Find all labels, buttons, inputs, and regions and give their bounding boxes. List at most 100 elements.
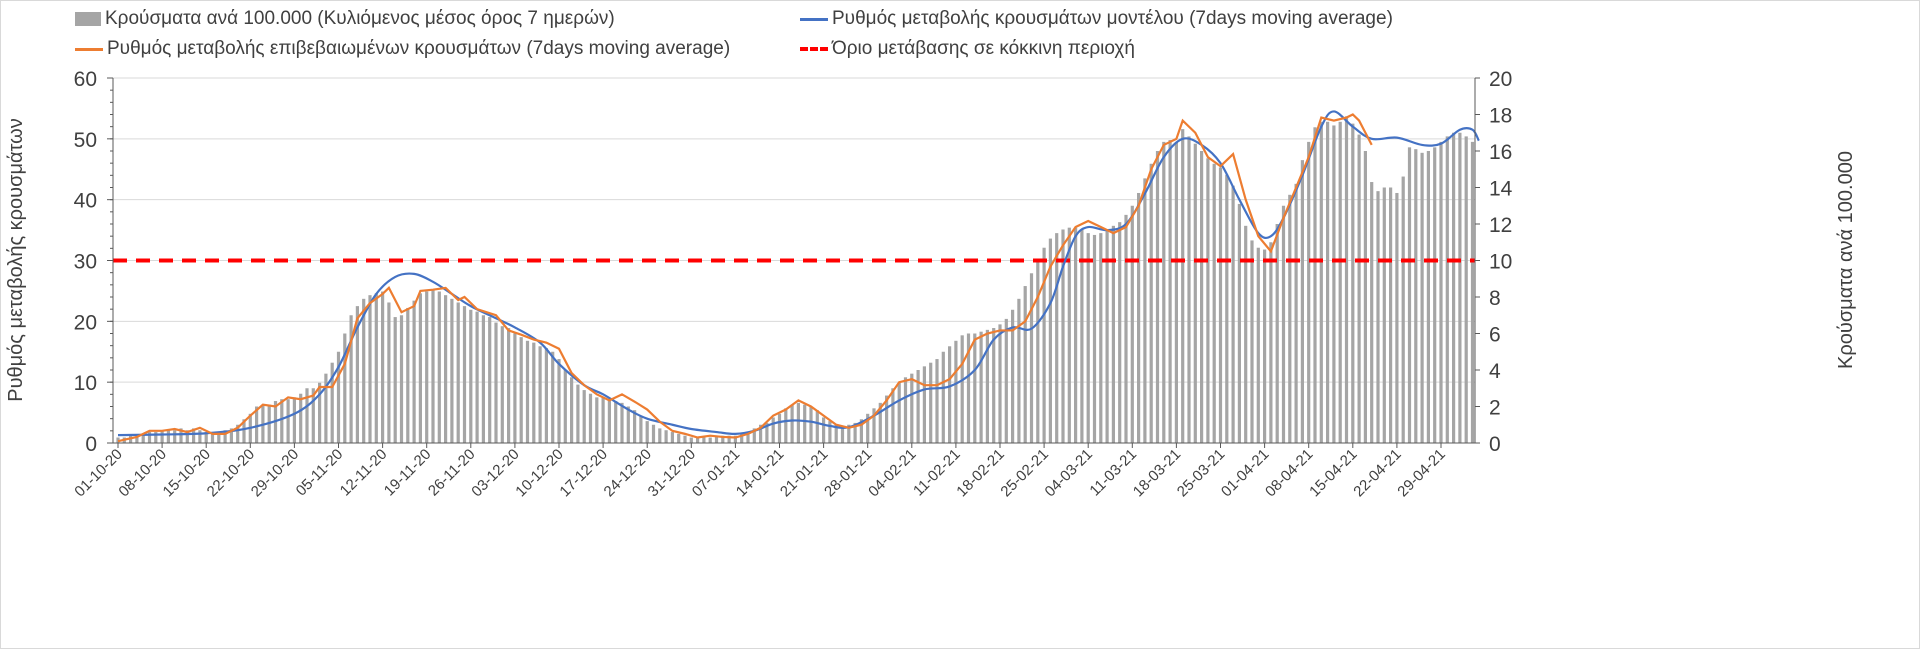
bar [160,430,164,443]
bar [318,382,322,443]
bar [595,397,599,443]
bar [399,315,404,443]
bar [859,419,863,443]
bar [1168,140,1172,444]
y-right-tick-label: 6 [1489,324,1501,347]
bar [1319,121,1323,444]
bar [305,388,309,443]
bar [1231,185,1235,444]
x-tick-label: 25-03-21 [1174,446,1228,500]
x-tick-label: 25-02-21 [997,446,1051,500]
bar [733,435,737,443]
y-right-tick-label: 16 [1489,141,1512,164]
bar [941,351,945,443]
bar [1300,160,1304,443]
legend-threshold-label: Όριο μετάβασης σε κόκκινη περιοχή [832,38,1135,59]
bar [1470,141,1475,443]
bar [349,315,353,443]
x-tick-label: 07-01-21 [689,446,743,500]
bar [173,430,177,443]
legend-model-swatch [800,17,828,21]
bar [1256,247,1260,443]
bar [525,340,530,443]
bar [1445,136,1449,443]
x-tick-label: 28-01-21 [821,446,875,500]
bar [746,432,750,443]
bar [1389,187,1393,443]
y-right-tick-label: 0 [1489,433,1501,456]
bar [1017,298,1021,443]
bar [368,295,372,443]
bar [910,373,914,443]
bar [620,402,624,443]
bar [1281,205,1286,443]
bar [494,322,498,443]
bar [362,298,366,443]
bar [242,419,246,443]
x-tick-label: 04-02-21 [865,446,919,500]
bar [815,410,819,443]
bar [771,417,775,443]
y-right-tick-label: 18 [1489,105,1512,128]
bar [204,432,208,443]
bar [633,410,637,443]
x-tick-label: 08-10-20 [115,446,169,500]
bar [828,421,832,443]
y-left-tick-label: 20 [74,311,97,334]
bar [217,432,221,443]
bar [1074,227,1078,443]
x-tick-label: 18-03-21 [1130,446,1184,500]
bar [1407,147,1412,443]
bar [147,432,152,443]
x-tick-label: 29-10-20 [248,446,302,500]
bar [1212,163,1216,443]
bar [985,329,989,443]
bar [784,408,788,443]
bar [469,309,473,443]
x-tick-label: 17-12-20 [556,446,610,500]
bar [714,435,719,443]
bar [223,430,227,443]
bar [809,406,813,443]
bar [973,333,977,443]
bar [1023,286,1027,443]
x-tick-label: 05-11-20 [293,446,347,500]
bar [702,437,706,443]
x-tick-label: 08-04-21 [1262,446,1316,500]
bar [1426,151,1430,443]
bar [519,337,523,443]
bar [1288,194,1292,443]
bar [1363,151,1367,443]
bar [500,326,504,443]
bar [374,293,378,443]
bar [740,433,744,443]
bar [1370,182,1374,443]
bar [393,317,397,443]
bar [507,328,511,443]
y-left-tick-label: 60 [74,68,97,91]
bar [960,335,964,443]
bar [280,399,284,443]
bar [1174,141,1178,443]
bar [1105,229,1109,443]
bar [154,432,158,443]
bar [897,382,901,443]
bar [885,395,889,443]
bar [1382,187,1386,443]
bar [1187,136,1191,443]
bar [576,384,580,443]
bar [557,359,561,443]
bar [135,435,139,443]
bar [255,406,259,443]
bar [1118,222,1122,443]
y-right-tick-label: 2 [1489,397,1501,420]
bar [481,315,485,443]
bar [185,430,189,443]
bar [538,346,542,443]
confirmed-line [117,113,1373,443]
x-tick-label: 12-11-20 [337,446,391,500]
bar [582,390,586,443]
bar [229,428,233,443]
bar [1042,247,1046,443]
bar [1376,191,1380,443]
